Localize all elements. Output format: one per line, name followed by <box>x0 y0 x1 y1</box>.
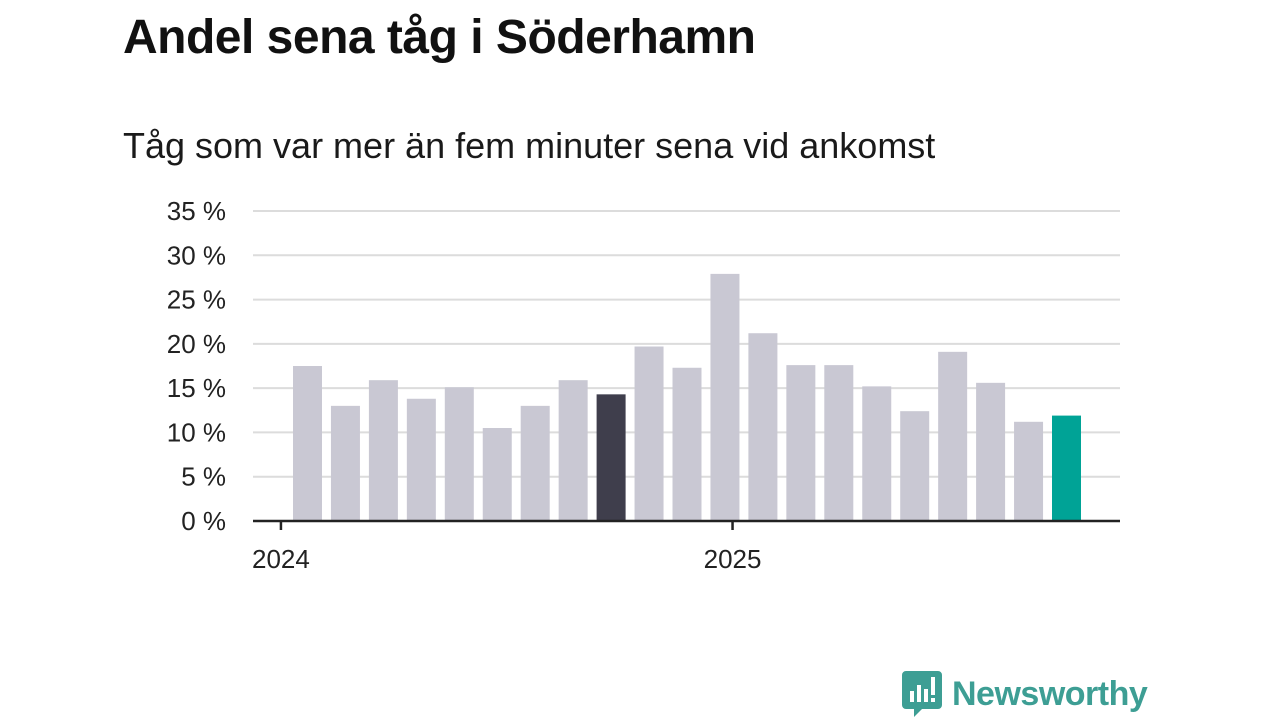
y-axis-ticks: 0 % 5 % 10 % 15 % 20 % 25 % 30 % 35 % <box>167 196 226 536</box>
bars <box>293 273 1081 521</box>
bar <box>824 365 854 521</box>
y-tick-label: 35 % <box>167 196 226 226</box>
bar <box>862 386 892 521</box>
bar <box>976 382 1006 521</box>
x-axis-ticks: 2024 2025 <box>252 521 761 574</box>
y-tick-label: 20 % <box>167 329 226 359</box>
bar <box>748 333 778 521</box>
bar <box>634 346 664 521</box>
bar <box>558 380 588 521</box>
y-tick-label: 5 % <box>181 462 226 492</box>
bar <box>786 365 816 521</box>
chat-bar-chart-icon <box>902 671 942 717</box>
bar <box>406 398 436 521</box>
bar-highlighted <box>1052 415 1081 521</box>
x-tick-label: 2025 <box>704 544 762 574</box>
bar <box>1014 421 1044 521</box>
bar <box>444 387 474 521</box>
bar <box>710 273 740 521</box>
bar <box>293 366 322 521</box>
chart-subtitle: Tåg som var mer än fem minuter sena vid … <box>123 125 936 166</box>
bar <box>368 380 398 521</box>
bar <box>900 411 930 521</box>
chart-title: Andel sena tåg i Söderhamn <box>123 11 756 64</box>
newsworthy-logo: Newsworthy <box>902 671 1148 717</box>
y-tick-label: 15 % <box>167 373 226 403</box>
bar <box>482 428 512 521</box>
bar <box>672 367 702 521</box>
y-tick-label: 0 % <box>181 506 226 536</box>
brand-name: Newsworthy <box>952 674 1148 713</box>
x-tick-label: 2024 <box>252 544 310 574</box>
y-tick-label: 25 % <box>167 285 226 315</box>
bar <box>938 351 968 521</box>
bar-highlighted <box>596 394 626 521</box>
bar <box>330 405 360 521</box>
y-tick-label: 10 % <box>167 417 226 447</box>
bar <box>520 405 550 521</box>
y-tick-label: 30 % <box>167 240 226 270</box>
